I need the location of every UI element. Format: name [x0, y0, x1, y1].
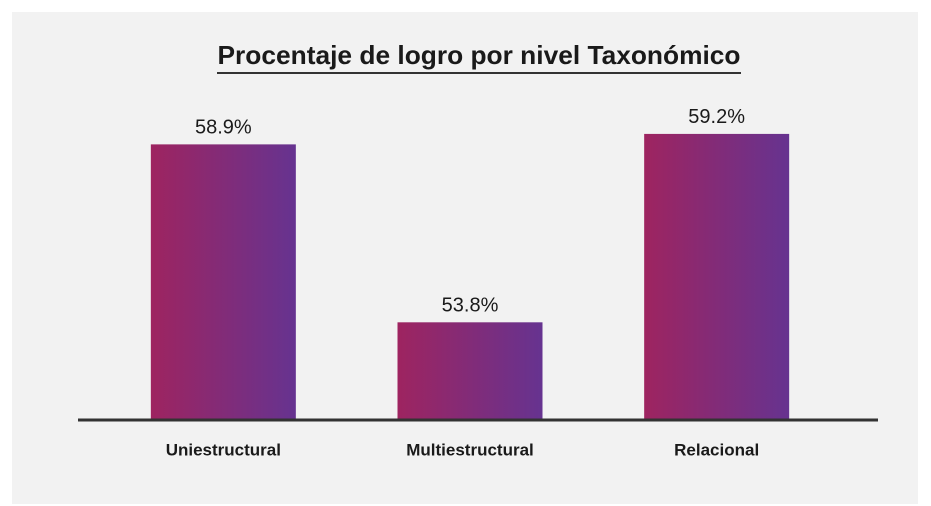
data-label: 59.2%	[688, 106, 745, 128]
bar	[150, 144, 296, 420]
x-tick-label: Uniestructural	[166, 440, 281, 459]
data-label: 53.8%	[442, 295, 499, 317]
x-tick-label: Multiestructural	[406, 440, 534, 459]
data-label: 58.9%	[195, 117, 252, 139]
bar	[644, 133, 790, 420]
bar	[397, 322, 543, 420]
chart-title: Procentaje de logro por nivel Taxonómico	[218, 40, 741, 70]
x-tick-label: Relacional	[674, 440, 759, 459]
